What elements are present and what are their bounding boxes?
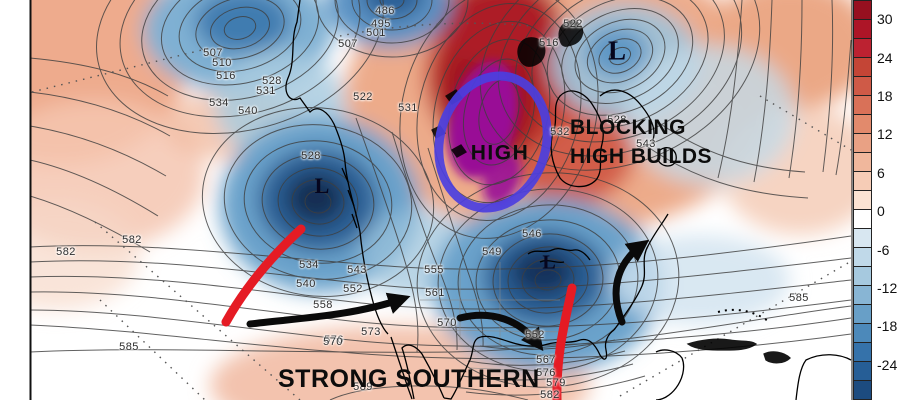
contour-label: 576 (536, 367, 556, 379)
colorbar-cell (854, 76, 871, 95)
colorbar-cell (854, 285, 871, 304)
red-jet-curve-west (221, 224, 306, 327)
contour-label: 579 (546, 377, 566, 389)
contour-label: 558 (313, 299, 333, 311)
colorbar-tick-label: -12 (877, 280, 898, 296)
red-jet-curve-east (552, 283, 577, 400)
contour-label: 534 (209, 97, 229, 109)
black-flow-arrow-south (456, 311, 544, 352)
colorbar-cell (854, 380, 871, 399)
blocking-line1: BLOCKING (570, 116, 686, 139)
contour-label: 546 (522, 228, 542, 240)
contour-label: 516 (216, 70, 236, 82)
colorbar-cell (854, 209, 871, 228)
contour-label: 543 (636, 138, 656, 150)
colorbar-cell (854, 361, 871, 380)
colorbar-cell (854, 19, 871, 38)
colorbar-tick-label: 0 (877, 203, 885, 219)
contour-label: 531 (256, 85, 276, 97)
contour-label: 540 (238, 105, 258, 117)
colorbar-tick-label: 18 (877, 88, 893, 104)
contour-label: 567 (536, 354, 556, 366)
contour-label: 552 (343, 283, 363, 295)
colorbar-tick-label: 24 (877, 50, 893, 66)
contour-label: 552 (525, 329, 545, 341)
colorbar-tick-label: 30 (877, 11, 893, 27)
southern-jet-annotation: STRONG SOUTHERN (278, 365, 540, 393)
colorbar-cell (854, 228, 871, 247)
colorbar-tick-label: 12 (877, 126, 893, 142)
colorbar (853, 0, 872, 400)
contour-label: 573 (361, 326, 381, 338)
colorbar-cell (854, 1, 871, 19)
latlon-grid (31, 22, 852, 400)
contour-label: 528 (607, 114, 627, 126)
colorbar-cell (854, 323, 871, 342)
contour-label: 585 (789, 292, 809, 304)
height-contours (30, 0, 852, 400)
contour-label: 507 (203, 47, 223, 59)
contour-label: 589 (353, 381, 373, 393)
contour-label: 582 (56, 246, 76, 258)
contour-label: 549 (482, 246, 502, 258)
contour-label: 516 (539, 37, 559, 49)
contour-label: 486 (375, 5, 395, 17)
colorbar-cell (854, 133, 871, 152)
contour-label: 582 (540, 389, 560, 400)
contour-label: 555 (424, 264, 444, 276)
coastlines (285, 0, 852, 400)
contour-label: 582 (122, 234, 142, 246)
blocking-annotation: BLOCKING HIGH BUILDS (570, 113, 712, 172)
contour-label: 532 (550, 126, 570, 138)
contour-label: 561 (425, 287, 445, 299)
contour-label: 543 (347, 264, 367, 276)
blocking-line2: HIGH BUILDS (570, 145, 712, 169)
low-pressure-marker: L (542, 251, 556, 274)
contour-label: 570 (323, 336, 343, 348)
colorbar-tick-label: -18 (877, 318, 898, 334)
colorbar-cell (854, 247, 871, 266)
colorbar-cell (854, 304, 871, 323)
black-flow-arrow-southwest (246, 292, 411, 328)
colorbar-cell (854, 152, 871, 171)
contour-label: 534 (299, 259, 319, 271)
colorbar-tick-label: -6 (877, 242, 890, 258)
contour-label: 522 (353, 91, 373, 103)
colorbar-cell (854, 342, 871, 361)
low-pressure-marker: L (314, 173, 330, 198)
contour-label: 576 (324, 334, 344, 346)
contour-label: 501 (366, 27, 386, 39)
colorbar-cell (854, 57, 871, 76)
colorbar-tick-label: -24 (877, 357, 898, 373)
colorbar-cell (854, 95, 871, 114)
contour-label: 522 (563, 18, 583, 30)
contour-label: 507 (338, 38, 358, 50)
contour-label: 528 (262, 75, 282, 87)
low-pressure-marker: L (607, 35, 627, 66)
high-annotation: HIGH (470, 141, 530, 165)
colorbar-tick-label: 6 (877, 165, 885, 181)
colorbar-cell (854, 266, 871, 285)
contour-label: 528 (301, 150, 321, 162)
contour-label: 540 (296, 278, 316, 290)
colorbar-cell (854, 190, 871, 209)
blue-circle-annotation (434, 71, 552, 213)
annotation-drawings (221, 71, 650, 400)
contour-label: 510 (212, 57, 232, 69)
contour-label: 570 (437, 317, 457, 329)
contour-label: 585 (119, 341, 139, 353)
contour-label: 495 (371, 18, 391, 30)
colorbar-cell (854, 171, 871, 190)
state-borders (420, 262, 571, 373)
black-flow-arrow-east (612, 239, 650, 326)
contour-label: 531 (398, 102, 418, 114)
colorbar-cell (854, 114, 871, 133)
colorbar-cell (854, 38, 871, 57)
